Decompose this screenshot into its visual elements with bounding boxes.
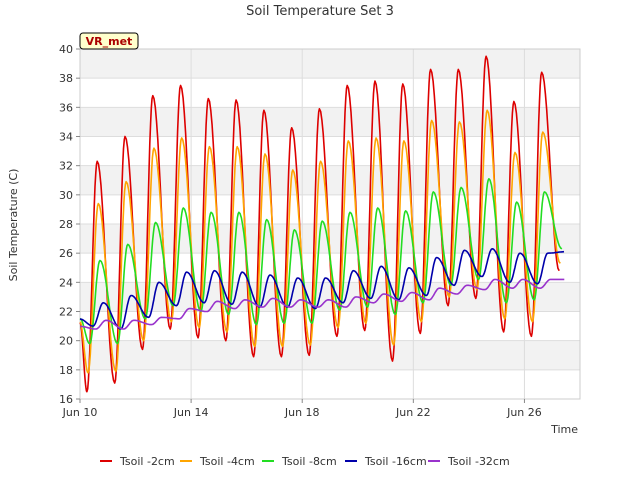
y-tick-label: 32 <box>59 160 73 173</box>
y-tick-label: 16 <box>59 393 73 406</box>
y-tick-label: 18 <box>59 364 73 377</box>
series-lines <box>79 55 565 393</box>
y-axis-ticks: 16 18 20 22 24 26 28 30 32 34 36 38 40 <box>59 43 80 406</box>
legend-label: Tsoil -4cm <box>199 455 255 468</box>
vr-met-badge-label: VR_met <box>86 35 133 48</box>
legend-item: Tsoil -4cm <box>180 455 255 468</box>
plot-band <box>80 49 580 79</box>
legend-label: Tsoil -16cm <box>364 455 427 468</box>
plot-band <box>80 165 580 195</box>
y-tick-label: 30 <box>59 189 73 202</box>
x-tick-label: Jun 26 <box>506 406 542 419</box>
y-tick-label: 20 <box>59 335 73 348</box>
legend-item: Tsoil -32cm <box>428 455 510 468</box>
y-tick-label: 36 <box>59 101 73 114</box>
y-tick-label: 38 <box>59 72 73 85</box>
series-line-tsoil-8cm <box>79 178 563 345</box>
y-tick-label: 26 <box>59 247 73 260</box>
legend-item: Tsoil -8cm <box>262 455 337 468</box>
series-line-tsoil-32cm <box>80 278 565 330</box>
legend: Tsoil -2cm Tsoil -4cm Tsoil -8cm Tsoil -16c… <box>100 455 510 468</box>
x-tick-label: Jun 22 <box>395 406 431 419</box>
legend-label: Tsoil -8cm <box>281 455 337 468</box>
x-tick-label: Jun 14 <box>173 406 209 419</box>
x-tick-label: Jun 18 <box>284 406 320 419</box>
chart-title: Soil Temperature Set 3 <box>246 4 394 19</box>
x-axis-label: Time <box>550 423 578 436</box>
y-tick-label: 28 <box>59 218 73 231</box>
legend-item: Tsoil -16cm <box>345 455 427 468</box>
x-tick-label: Jun 10 <box>62 406 98 419</box>
series-line-tsoil-16cm <box>79 248 565 330</box>
legend-item: Tsoil -2cm <box>100 455 175 468</box>
y-tick-label: 40 <box>59 43 73 56</box>
series-line-tsoil-4cm <box>79 109 561 374</box>
legend-label: Tsoil -32cm <box>447 455 510 468</box>
x-axis-ticks: Jun 10 Jun 14 Jun 18 Jun 22 Jun 26 <box>62 399 542 419</box>
y-tick-label: 34 <box>59 131 73 144</box>
legend-label: Tsoil -2cm <box>119 455 175 468</box>
plot-band <box>80 107 580 137</box>
vr-met-badge: VR_met <box>79 32 139 50</box>
y-tick-label: 24 <box>59 276 73 289</box>
plot-band <box>80 340 580 370</box>
y-axis-label: Soil Temperature (C) <box>7 169 20 282</box>
y-tick-label: 22 <box>59 306 73 319</box>
